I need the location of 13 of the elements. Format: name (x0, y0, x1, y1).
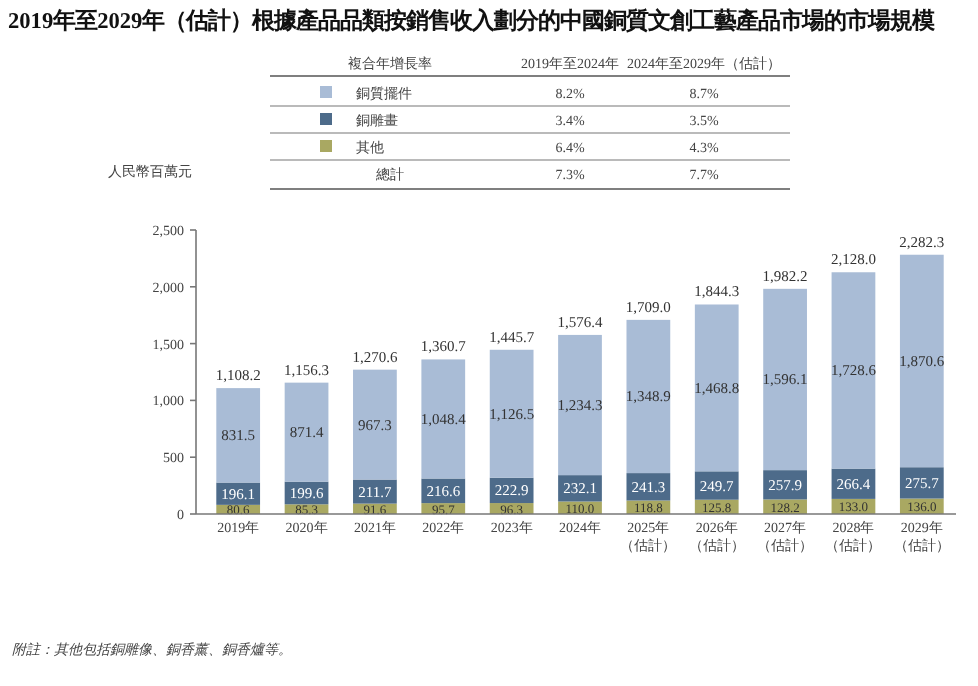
bar (421, 359, 466, 479)
bar (626, 319, 671, 474)
bar (558, 334, 602, 476)
bar (489, 349, 534, 478)
bar (284, 382, 329, 482)
chart-title: 2019年至2029年（估計）根據產品品類按銷售收入劃分的中國銅質文創工藝產品市場的市場規模 (8, 8, 937, 34)
bar (899, 254, 944, 468)
bar (353, 369, 397, 480)
bar (763, 288, 807, 471)
bar (694, 304, 739, 472)
bar (216, 388, 261, 483)
bar (899, 467, 944, 499)
bar (831, 272, 876, 469)
